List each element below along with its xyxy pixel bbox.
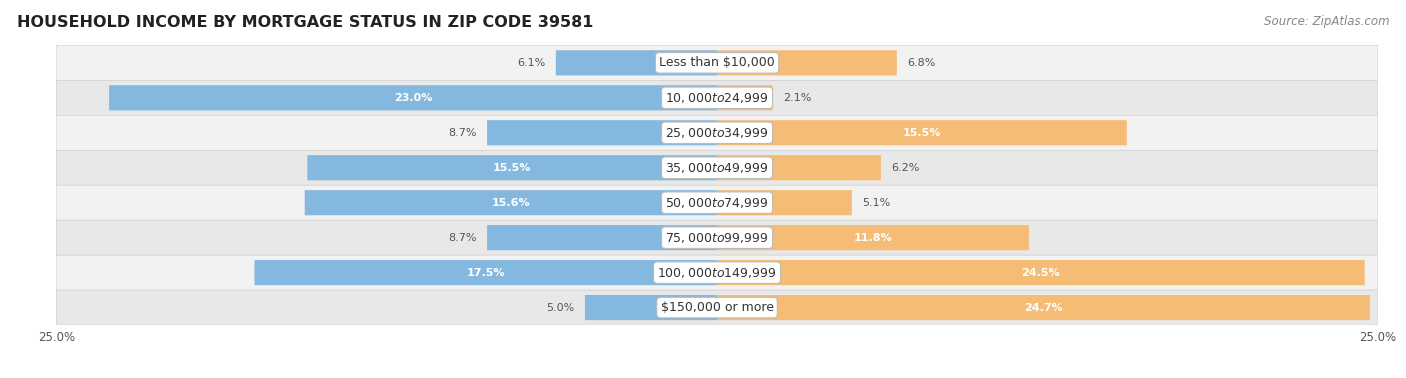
FancyBboxPatch shape	[56, 150, 1378, 185]
Text: $150,000 or more: $150,000 or more	[661, 301, 773, 314]
Text: 15.5%: 15.5%	[903, 128, 941, 138]
Text: 8.7%: 8.7%	[449, 233, 477, 243]
FancyBboxPatch shape	[717, 190, 852, 215]
Text: 24.7%: 24.7%	[1024, 303, 1063, 313]
FancyBboxPatch shape	[717, 295, 1369, 320]
FancyBboxPatch shape	[486, 120, 717, 146]
Text: 2.1%: 2.1%	[783, 93, 811, 103]
FancyBboxPatch shape	[717, 260, 1365, 285]
FancyBboxPatch shape	[717, 120, 1126, 146]
FancyBboxPatch shape	[56, 81, 1378, 115]
Text: $100,000 to $149,999: $100,000 to $149,999	[658, 266, 776, 280]
Text: 8.7%: 8.7%	[449, 128, 477, 138]
FancyBboxPatch shape	[486, 225, 717, 250]
Text: Source: ZipAtlas.com: Source: ZipAtlas.com	[1264, 15, 1389, 28]
FancyBboxPatch shape	[254, 260, 717, 285]
Text: 15.5%: 15.5%	[494, 163, 531, 173]
Text: $75,000 to $99,999: $75,000 to $99,999	[665, 231, 769, 245]
Text: $35,000 to $49,999: $35,000 to $49,999	[665, 161, 769, 175]
FancyBboxPatch shape	[717, 155, 882, 180]
Text: 11.8%: 11.8%	[853, 233, 893, 243]
Text: 23.0%: 23.0%	[394, 93, 432, 103]
FancyBboxPatch shape	[717, 50, 897, 76]
Text: $25,000 to $34,999: $25,000 to $34,999	[665, 126, 769, 140]
Legend: Without Mortgage, With Mortgage: Without Mortgage, With Mortgage	[585, 374, 849, 378]
Text: $50,000 to $74,999: $50,000 to $74,999	[665, 196, 769, 210]
FancyBboxPatch shape	[56, 255, 1378, 290]
Text: HOUSEHOLD INCOME BY MORTGAGE STATUS IN ZIP CODE 39581: HOUSEHOLD INCOME BY MORTGAGE STATUS IN Z…	[17, 15, 593, 30]
Text: 6.8%: 6.8%	[907, 58, 936, 68]
FancyBboxPatch shape	[305, 190, 717, 215]
FancyBboxPatch shape	[56, 185, 1378, 220]
Text: 5.1%: 5.1%	[862, 198, 890, 208]
Text: 24.5%: 24.5%	[1022, 268, 1060, 277]
FancyBboxPatch shape	[555, 50, 717, 76]
FancyBboxPatch shape	[308, 155, 717, 180]
Text: 5.0%: 5.0%	[546, 303, 574, 313]
FancyBboxPatch shape	[585, 295, 717, 320]
FancyBboxPatch shape	[717, 85, 772, 110]
FancyBboxPatch shape	[56, 220, 1378, 255]
Text: 15.6%: 15.6%	[492, 198, 530, 208]
FancyBboxPatch shape	[56, 290, 1378, 325]
Text: $10,000 to $24,999: $10,000 to $24,999	[665, 91, 769, 105]
Text: 6.1%: 6.1%	[517, 58, 546, 68]
FancyBboxPatch shape	[717, 225, 1029, 250]
FancyBboxPatch shape	[56, 45, 1378, 81]
FancyBboxPatch shape	[56, 115, 1378, 150]
Text: Less than $10,000: Less than $10,000	[659, 56, 775, 69]
Text: 6.2%: 6.2%	[891, 163, 920, 173]
Text: 17.5%: 17.5%	[467, 268, 505, 277]
FancyBboxPatch shape	[110, 85, 717, 110]
